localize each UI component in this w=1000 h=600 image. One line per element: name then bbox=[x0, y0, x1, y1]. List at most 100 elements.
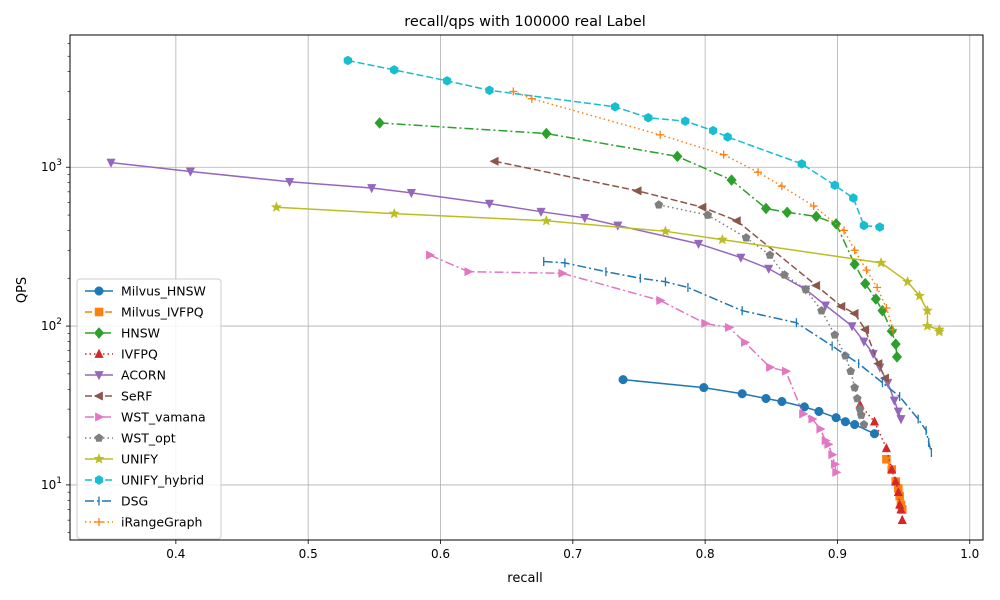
data-point bbox=[509, 87, 518, 96]
data-point bbox=[859, 337, 869, 347]
series-dsg bbox=[543, 257, 933, 457]
x-tick-label: 0.7 bbox=[563, 547, 582, 561]
legend-marker bbox=[93, 453, 105, 464]
data-point bbox=[390, 65, 399, 75]
series-hnsw bbox=[374, 117, 903, 363]
series-line bbox=[429, 254, 837, 473]
legend-marker bbox=[95, 412, 105, 422]
series-line bbox=[110, 161, 902, 420]
legend: Milvus_HNSW Milvus_IVFPQ HNSW IVFPQ ACORN SeR… bbox=[76, 278, 222, 540]
data-point bbox=[896, 415, 906, 425]
legend-label: Milvus_HNSW bbox=[121, 284, 206, 299]
series-unify bbox=[270, 201, 945, 337]
data-point bbox=[896, 504, 906, 514]
y-tick-label: 102 bbox=[41, 317, 62, 333]
data-point bbox=[921, 320, 934, 331]
x-tick-label: 0.4 bbox=[166, 547, 185, 561]
data-point bbox=[672, 150, 683, 163]
legend-label: WST_opt bbox=[121, 431, 176, 446]
data-point bbox=[765, 250, 775, 259]
legend-label: UNIFY_hybrid bbox=[121, 473, 204, 488]
data-point bbox=[697, 202, 707, 212]
legend-marker bbox=[93, 391, 103, 401]
x-tick-label: 0.6 bbox=[431, 547, 450, 561]
series-line bbox=[379, 122, 898, 357]
data-point bbox=[764, 264, 774, 274]
x-axis-label: recall bbox=[507, 571, 542, 586]
data-point bbox=[703, 210, 713, 219]
data-point bbox=[809, 202, 818, 211]
data-point bbox=[808, 414, 818, 424]
legend-label: ACORN bbox=[121, 368, 166, 383]
legend-label: SeRF bbox=[121, 389, 153, 404]
legend-label: IVFPQ bbox=[121, 347, 158, 362]
data-point bbox=[824, 439, 834, 449]
legend-label: Milvus_IVFPQ bbox=[121, 305, 204, 320]
data-point bbox=[760, 202, 772, 215]
data-point bbox=[921, 304, 934, 316]
series-wst-vamana bbox=[426, 250, 842, 477]
data-point bbox=[536, 207, 546, 218]
data-point bbox=[856, 410, 866, 419]
x-axis-ticks: 0.4 0.5 0.6 0.7 0.8 0.9 1.0 bbox=[166, 540, 979, 561]
data-point bbox=[485, 85, 494, 96]
legend-item: HNSW bbox=[85, 326, 160, 341]
data-point bbox=[901, 275, 914, 287]
data-point bbox=[852, 393, 862, 403]
legend-item: Milvus_HNSW bbox=[85, 284, 206, 299]
data-point bbox=[881, 442, 892, 453]
data-point bbox=[870, 293, 881, 305]
series-serf bbox=[489, 156, 889, 383]
legend-marker bbox=[94, 475, 104, 485]
data-point bbox=[869, 429, 880, 439]
series-milvus-hnsw bbox=[618, 375, 880, 439]
data-point bbox=[810, 280, 821, 291]
y-axis-label: QPS bbox=[15, 277, 30, 303]
data-point bbox=[830, 180, 839, 191]
legend-item: UNIFY_hybrid bbox=[85, 473, 204, 488]
legend-marker bbox=[94, 348, 104, 358]
data-point bbox=[777, 182, 786, 191]
data-point bbox=[464, 267, 474, 277]
data-point bbox=[889, 396, 899, 406]
data-point bbox=[719, 150, 728, 159]
data-point bbox=[830, 330, 840, 339]
data-point bbox=[887, 464, 897, 474]
data-point bbox=[889, 325, 898, 334]
data-point bbox=[270, 201, 283, 213]
data-point bbox=[873, 359, 883, 369]
data-point bbox=[343, 55, 353, 66]
data-point bbox=[849, 258, 860, 271]
data-point bbox=[708, 125, 718, 136]
data-point bbox=[879, 373, 889, 383]
data-point bbox=[716, 233, 728, 245]
legend-box bbox=[76, 278, 222, 540]
legend-item: WST_vamana bbox=[85, 410, 206, 425]
data-point bbox=[659, 225, 672, 237]
data-point bbox=[780, 270, 789, 279]
data-point bbox=[873, 283, 882, 292]
data-point bbox=[847, 322, 857, 332]
data-point bbox=[754, 168, 763, 177]
legend-item: iRangeGraph bbox=[85, 515, 202, 530]
legend-marker bbox=[93, 327, 105, 339]
data-point bbox=[656, 295, 666, 306]
data-point bbox=[761, 393, 771, 404]
data-point bbox=[828, 450, 838, 460]
data-point bbox=[656, 130, 665, 139]
data-point bbox=[817, 306, 826, 315]
data-point bbox=[849, 193, 858, 203]
data-point bbox=[741, 233, 751, 242]
data-point bbox=[799, 402, 809, 412]
data-point bbox=[644, 112, 653, 123]
data-point bbox=[701, 318, 711, 328]
legend-label: DSG bbox=[121, 494, 148, 509]
data-point bbox=[890, 338, 901, 350]
data-point bbox=[442, 76, 452, 86]
data-point bbox=[527, 94, 536, 103]
data-point bbox=[374, 117, 385, 129]
data-point bbox=[859, 419, 869, 429]
data-point bbox=[781, 366, 792, 376]
data-point bbox=[836, 301, 846, 312]
data-point bbox=[736, 253, 746, 263]
